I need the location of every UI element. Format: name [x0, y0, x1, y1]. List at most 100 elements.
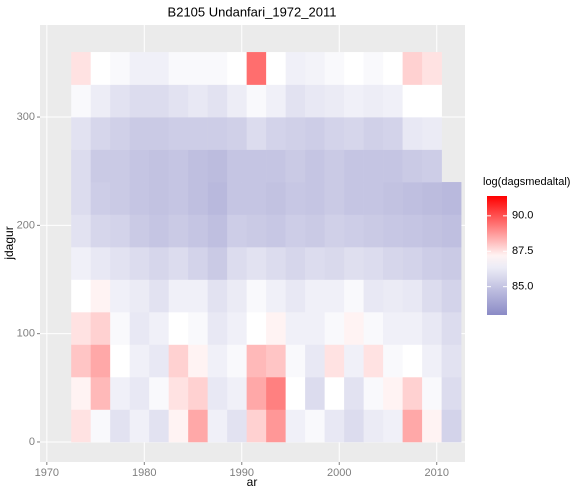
heat-cell	[266, 182, 286, 215]
heat-cell	[149, 312, 169, 345]
y-tick-label: 200	[17, 219, 35, 231]
x-tick-label: 1990	[230, 467, 254, 479]
heat-cell	[441, 312, 462, 345]
colorbar-label: 90.0	[512, 210, 533, 222]
heat-cell	[71, 376, 91, 410]
heat-cell	[71, 279, 91, 313]
x-axis-label: ar	[247, 475, 258, 489]
heat-cell	[168, 214, 189, 248]
heat-cell	[188, 52, 208, 85]
heat-cell	[188, 376, 208, 410]
heat-cell	[305, 214, 325, 248]
heat-cell	[90, 52, 111, 85]
heat-cell	[363, 247, 384, 280]
heat-cell	[363, 214, 384, 248]
heat-cell	[227, 84, 247, 118]
heat-cell	[71, 409, 91, 443]
heat-cell	[71, 312, 91, 345]
heat-cell	[246, 279, 267, 313]
heat-cell	[324, 52, 345, 85]
heat-cell	[227, 279, 247, 313]
heat-cell	[363, 182, 384, 215]
heat-cell	[188, 247, 208, 280]
heat-cell	[188, 214, 208, 248]
heat-cell	[227, 312, 247, 345]
heat-cell	[207, 344, 228, 378]
heat-cell	[285, 117, 306, 150]
heat-cell	[402, 182, 423, 215]
heat-cell	[324, 84, 345, 118]
heat-cell	[324, 117, 345, 150]
heat-cell	[71, 117, 91, 150]
heat-cell	[266, 409, 286, 443]
heat-cell	[305, 312, 325, 345]
heat-cell	[285, 149, 306, 183]
heat-cell	[149, 182, 169, 215]
heat-cell	[71, 84, 91, 118]
heat-cell	[207, 247, 228, 280]
heat-cell	[266, 312, 286, 345]
heat-cell	[324, 247, 345, 280]
y-tick-label: 0	[29, 436, 35, 448]
heat-cell	[149, 84, 169, 118]
heat-cell	[383, 117, 403, 150]
heat-cell	[285, 182, 306, 215]
heat-cell	[71, 344, 91, 378]
heat-cell	[129, 214, 150, 248]
heat-cell	[110, 52, 130, 85]
heat-cell	[110, 84, 130, 118]
heat-cell	[110, 312, 130, 345]
heat-cell	[188, 117, 208, 150]
heat-cell	[90, 279, 111, 313]
heat-cell	[402, 52, 423, 85]
heat-cell	[344, 247, 364, 280]
heat-cell	[168, 117, 189, 150]
heat-cell	[402, 149, 423, 183]
heat-cell	[285, 52, 306, 85]
heat-cell	[441, 279, 462, 313]
heat-cell	[402, 344, 423, 378]
heat-cell	[285, 312, 306, 345]
heat-cell	[422, 344, 442, 378]
heat-cell	[422, 247, 442, 280]
heat-cell	[129, 117, 150, 150]
heat-cell	[383, 247, 403, 280]
heat-cell	[129, 84, 150, 118]
colorbar-label: 87.5	[512, 245, 533, 257]
heat-cell	[149, 279, 169, 313]
y-tick-label: 100	[17, 328, 35, 340]
heat-cell	[344, 312, 364, 345]
heat-cell	[188, 312, 208, 345]
heat-cell	[207, 376, 228, 410]
heat-cell	[363, 84, 384, 118]
heat-cell	[149, 214, 169, 248]
heat-cell	[402, 84, 423, 118]
heat-cell	[441, 182, 462, 215]
heat-cell	[188, 344, 208, 378]
heat-cell	[207, 409, 228, 443]
heat-cell	[324, 344, 345, 378]
heat-cell	[402, 409, 423, 443]
heat-cell	[207, 214, 228, 248]
heat-cell	[266, 376, 286, 410]
heat-cell	[227, 376, 247, 410]
x-tick-label: 1970	[35, 467, 59, 479]
heat-cell	[305, 247, 325, 280]
heat-cell	[422, 279, 442, 313]
heat-cell	[246, 409, 267, 443]
heat-cell	[168, 52, 189, 85]
heat-cell	[383, 409, 403, 443]
heat-cell	[227, 182, 247, 215]
heat-cell	[305, 409, 325, 443]
heat-cell	[305, 84, 325, 118]
heat-cell	[207, 312, 228, 345]
heat-cell	[344, 279, 364, 313]
heat-cell	[324, 279, 345, 313]
heat-cell	[266, 117, 286, 150]
heat-cell	[402, 376, 423, 410]
heat-cell	[266, 52, 286, 85]
heat-cell	[129, 52, 150, 85]
heat-cell	[129, 376, 150, 410]
legend-title: log(dagsmedaltal)	[483, 176, 570, 188]
heat-cell	[266, 344, 286, 378]
